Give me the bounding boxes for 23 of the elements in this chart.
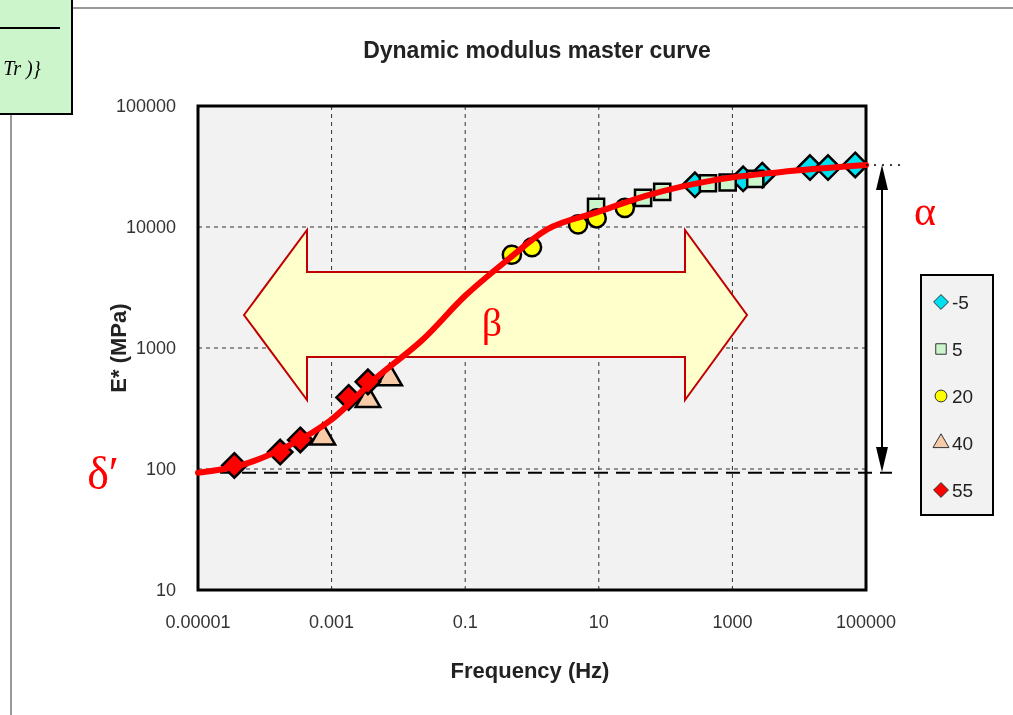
y-tick-label: 10: [155, 580, 176, 600]
annotation: β: [481, 300, 503, 345]
x-tick-label: 10: [588, 612, 609, 632]
legend-label: 55: [952, 480, 974, 501]
legend-label: -5: [952, 292, 969, 313]
legend-label: 5: [952, 339, 963, 360]
chart-title: Dynamic modulus master curve: [363, 37, 711, 63]
legend-label: 20: [952, 386, 974, 407]
x-axis-title: Frequency (Hz): [450, 658, 610, 683]
legend-label: 40: [952, 433, 974, 454]
x-tick-label: 0.001: [309, 612, 355, 632]
x-tick-label: 100000: [835, 612, 897, 632]
y-tick-label: 10000: [125, 217, 176, 237]
x-tick-label: 0.00001: [165, 612, 231, 632]
y-tick-label: 100: [145, 459, 176, 479]
x-tick-label: 1000: [712, 612, 753, 632]
text: Tr )}: [3, 57, 41, 80]
x-tick-label: 0.1: [452, 612, 478, 632]
y-tick-label: 1000: [135, 338, 176, 358]
text: α: [913, 188, 937, 234]
y-tick-label: 100000: [115, 96, 176, 116]
y-axis-title: E* (MPa): [106, 303, 131, 393]
ref-line-label: δ′: [87, 447, 119, 499]
